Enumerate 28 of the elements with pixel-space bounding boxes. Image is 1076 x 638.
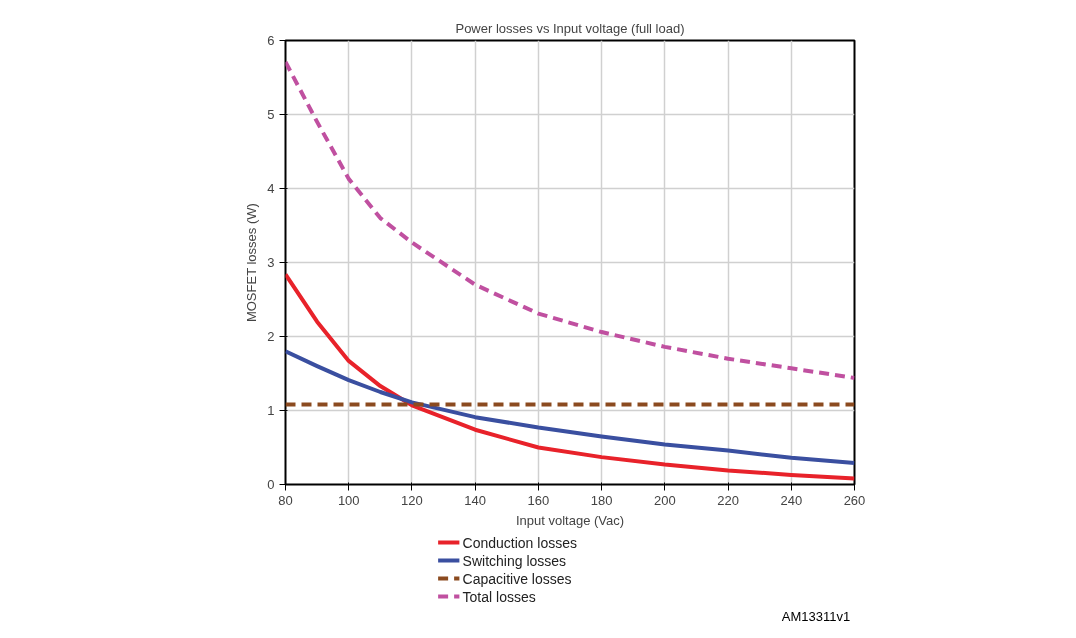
legend-label: Total losses (462, 588, 536, 605)
legend-label: Switching losses (462, 552, 567, 569)
y-tick-label: 2 (267, 329, 275, 344)
x-tick-label: 200 (653, 492, 676, 508)
y-tick-label: 4 (267, 181, 275, 196)
line-series (285, 59, 855, 380)
x-tick-label: 160 (527, 492, 550, 508)
y-tick-label: 0 (267, 477, 275, 492)
x-tick-label: 220 (717, 492, 739, 508)
x-axis-title: Input voltage (Vac) (515, 512, 625, 528)
line-series (285, 272, 855, 481)
x-tick-label: 140 (464, 492, 487, 508)
x-tick-label: 260 (843, 492, 866, 508)
y-tick-label: 3 (267, 255, 275, 270)
chart-title: Power losses vs Input voltage (full load) (455, 20, 685, 36)
y-tick-label: 5 (267, 107, 275, 122)
x-tick-label: 180 (590, 492, 613, 508)
text: AM13311v1 (781, 609, 851, 624)
legend-label: Conduction losses (462, 534, 577, 551)
x-tick-label: 120 (401, 492, 423, 508)
x-tick-label: 80 (278, 492, 293, 508)
y-tick-label: 1 (267, 403, 275, 418)
x-tick-label: 240 (780, 492, 803, 508)
line-series (285, 349, 855, 466)
x-tick-label: 100 (337, 492, 360, 508)
y-axis-title: MOSFET losses (W) (244, 203, 260, 323)
y-tick-label: 6 (267, 33, 275, 48)
legend-label: Capacitive losses (462, 570, 572, 587)
